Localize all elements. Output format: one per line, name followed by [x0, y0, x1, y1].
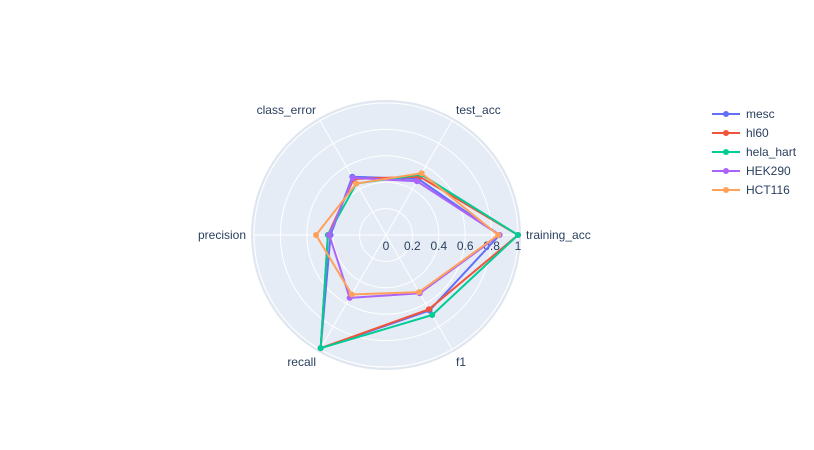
angular-axis-labels: training_acc test_acc class_error precision… — [198, 103, 591, 369]
legend-item-HEK290[interactable]: HEK290 — [712, 164, 791, 178]
legend-item-hl60[interactable]: hl60 — [712, 126, 769, 140]
series-traces — [313, 170, 521, 352]
radial-tick-label: 0.4 — [430, 239, 447, 253]
series-point — [414, 178, 421, 185]
legend-marker — [723, 168, 729, 174]
legend-marker — [723, 187, 729, 193]
series-point — [418, 170, 425, 177]
series-point — [429, 312, 436, 319]
legend-marker — [723, 111, 729, 117]
angular-axis-label: class_error — [257, 103, 316, 117]
angular-axis-label: recall — [287, 355, 316, 369]
series-point — [495, 232, 502, 238]
series-point — [425, 306, 432, 313]
series-point — [313, 232, 320, 238]
legend-label: hela_hart — [746, 145, 797, 159]
angular-axis-label: f1 — [456, 355, 466, 369]
angular-axis-label: precision — [198, 228, 246, 242]
series-point — [353, 180, 360, 187]
series-point — [326, 232, 333, 238]
series-HCT116 — [313, 170, 502, 298]
radial-tick-label: 0 — [383, 239, 390, 253]
legend-marker — [723, 149, 729, 155]
legend-label: HCT116 — [746, 183, 790, 197]
series-point — [348, 291, 355, 298]
legend-label: hl60 — [746, 126, 769, 140]
legend-marker — [723, 130, 729, 136]
radial-tick-label: 0.2 — [404, 239, 421, 253]
legend-item-HCT116[interactable]: HCT116 — [712, 183, 790, 197]
legend[interactable]: mesc hl60 hela_hart HEK290 HCT116 — [712, 107, 797, 197]
series-point — [416, 289, 422, 296]
legend-label: mesc — [746, 107, 775, 121]
angular-axis-label: training_acc — [526, 228, 591, 242]
legend-label: HEK290 — [746, 164, 791, 178]
legend-item-hela_hart[interactable]: hela_hart — [712, 145, 797, 159]
angular-axis-label: test_acc — [456, 103, 501, 117]
series-point — [515, 232, 521, 238]
radial-tick-label: 1 — [515, 239, 522, 253]
radial-tick-label: 0.6 — [457, 239, 474, 253]
series-point — [350, 174, 356, 181]
series-point — [317, 345, 324, 352]
legend-item-mesc[interactable]: mesc — [712, 107, 775, 121]
